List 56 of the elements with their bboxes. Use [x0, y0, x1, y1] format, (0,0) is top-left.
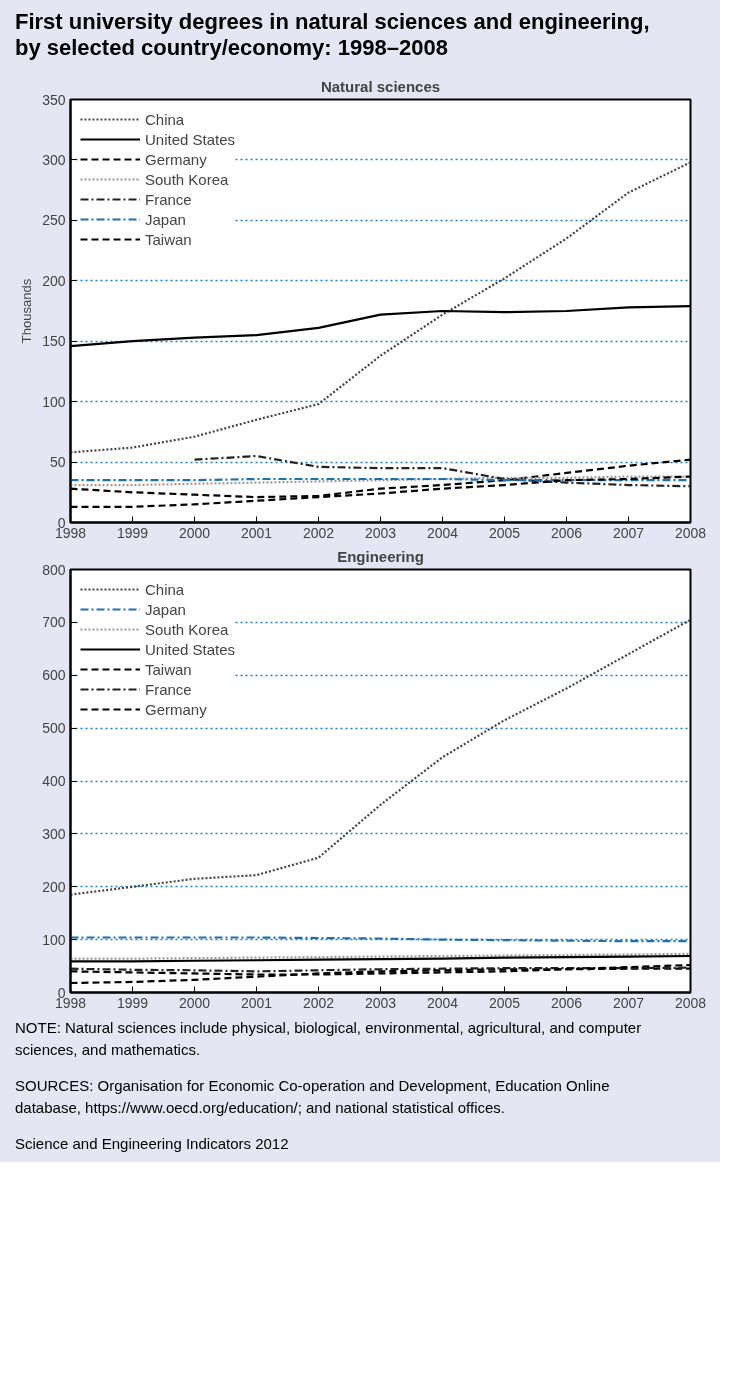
x-tick-label: 2001	[240, 994, 273, 1011]
x-tick-label: 2002	[302, 994, 335, 1011]
x-tick-label: 2004	[426, 994, 459, 1011]
y-tick-label: 200	[42, 272, 66, 289]
x-tick-label: 2002	[302, 524, 335, 541]
legend-label: Taiwan	[145, 660, 192, 678]
x-tick-label: 2005	[488, 524, 521, 541]
y-axis-title: Thousands	[19, 278, 35, 344]
chart-subtitle: Natural sciences	[320, 77, 441, 95]
y-tick-label: 100	[42, 393, 66, 410]
x-tick-label: 2007	[612, 994, 645, 1011]
chart-title: First university degrees in natural sciences and engineering, by selected country/economy: 1998–2008	[15, 9, 651, 61]
x-tick-label: 1999	[116, 524, 149, 541]
y-tick-label: 250	[42, 212, 66, 229]
legend-label: Germany	[145, 700, 207, 718]
y-tick-label: 200	[42, 878, 66, 895]
x-tick-label: 2003	[364, 994, 397, 1011]
y-tick-label: 800	[42, 561, 66, 578]
x-tick-label: 2008	[674, 994, 707, 1011]
x-tick-label: 2000	[178, 994, 211, 1011]
y-tick-label: 150	[42, 333, 66, 350]
chart-title: Engineering	[337, 547, 424, 565]
y-tick-label: 700	[42, 614, 66, 631]
text: NOTE: Natural sciences include physical, biological, environmental, agricultural, and computer sciences, and mathematics.	[15, 1018, 643, 1060]
y-tick-label: 500	[42, 720, 66, 737]
legend-label: South Korea	[145, 170, 229, 188]
legend-label: France	[145, 680, 192, 698]
legend-label: Germany	[145, 150, 207, 168]
legend-label: China	[145, 580, 185, 598]
legend-label: United States	[145, 130, 236, 148]
x-tick-label: 2006	[550, 524, 583, 541]
y-tick-label: 300	[42, 151, 66, 168]
legend-label: Japan	[145, 600, 186, 618]
x-tick-label: 2007	[612, 524, 645, 541]
legend-label: France	[145, 190, 192, 208]
x-tick-label: 1999	[116, 994, 149, 1011]
x-tick-label: 2006	[550, 994, 583, 1011]
x-tick-label: 2004	[426, 524, 459, 541]
text: Science and Engineering Indicators 2012	[15, 1134, 290, 1154]
legend-label: Japan	[145, 210, 186, 228]
y-tick-label: 100	[42, 931, 66, 948]
legend-label: Taiwan	[145, 230, 192, 248]
x-tick-label: 2001	[240, 524, 273, 541]
y-tick-label: 600	[42, 667, 66, 684]
source-note: SOURCES: Organisation for Economic Co-operation and Development, Education Online database, https://www.oecd.org/education/; and national statistical offices.	[15, 1076, 611, 1118]
y-tick-label: 400	[42, 773, 66, 789]
x-tick-label: 2005	[488, 994, 521, 1011]
x-tick-label: 2000	[178, 524, 211, 541]
x-tick-label: 2008	[674, 524, 707, 541]
x-tick-label: 2003	[364, 524, 397, 541]
y-tick-label: 350	[42, 91, 66, 108]
legend-label: South Korea	[145, 620, 229, 638]
y-tick-label: 300	[42, 825, 66, 842]
y-tick-label: 50	[49, 454, 66, 471]
legend-label: United States	[145, 640, 236, 658]
legend-label: China	[145, 110, 185, 128]
